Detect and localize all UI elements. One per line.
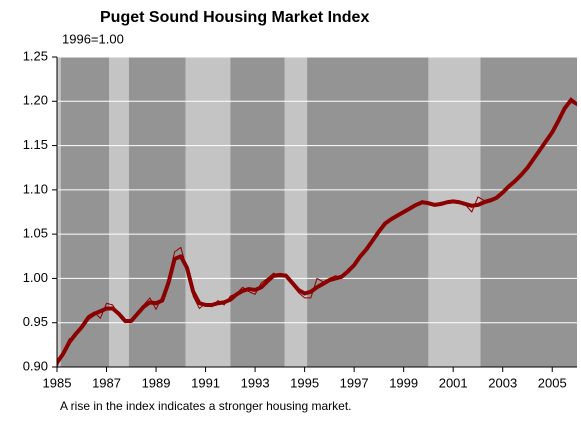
y-tick-label: 1.05 <box>23 226 48 241</box>
band <box>230 57 285 367</box>
x-tick-label: 2005 <box>538 375 567 390</box>
series-line <box>57 98 577 365</box>
band <box>128 57 186 367</box>
band <box>480 57 577 367</box>
band <box>428 57 481 367</box>
chart-subtitle: 1996=1.00 <box>62 31 124 46</box>
y-tick-label: 1.25 <box>23 48 48 63</box>
y-tick-label: 1.20 <box>23 93 48 108</box>
x-tick-label: 2003 <box>488 375 517 390</box>
plot-area <box>57 57 577 367</box>
y-tick-label: 1.00 <box>23 270 48 285</box>
band <box>60 57 109 367</box>
x-tick-label: 1999 <box>389 375 418 390</box>
chart-title: Puget Sound Housing Market Index <box>100 9 369 26</box>
series-line <box>57 97 577 367</box>
band <box>307 57 429 367</box>
band <box>284 57 308 367</box>
x-tick-label: 1995 <box>290 375 319 390</box>
x-tick-label: 1989 <box>142 375 171 390</box>
axes: 0.90 0.95 1.00 1.05 1.10 1.15 1.20 1.25 1985 1987… <box>23 48 577 390</box>
band <box>57 57 61 367</box>
x-tick-label: 1987 <box>92 375 121 390</box>
x-tick-label: 1993 <box>241 375 270 390</box>
x-tick-label: 2001 <box>439 375 468 390</box>
y-tick-label: 1.10 <box>23 181 48 196</box>
x-tick-label: 1991 <box>191 375 220 390</box>
y-tick-label: 0.95 <box>23 314 48 329</box>
y-tick-label: 1.15 <box>23 137 48 152</box>
x-tick-label: 1997 <box>340 375 369 390</box>
x-tick-label: 1985 <box>43 375 72 390</box>
chart-note: A rise in the index indicates a stronger… <box>60 399 352 413</box>
band <box>185 57 231 367</box>
band <box>109 57 129 367</box>
y-tick-label: 0.90 <box>23 358 48 373</box>
